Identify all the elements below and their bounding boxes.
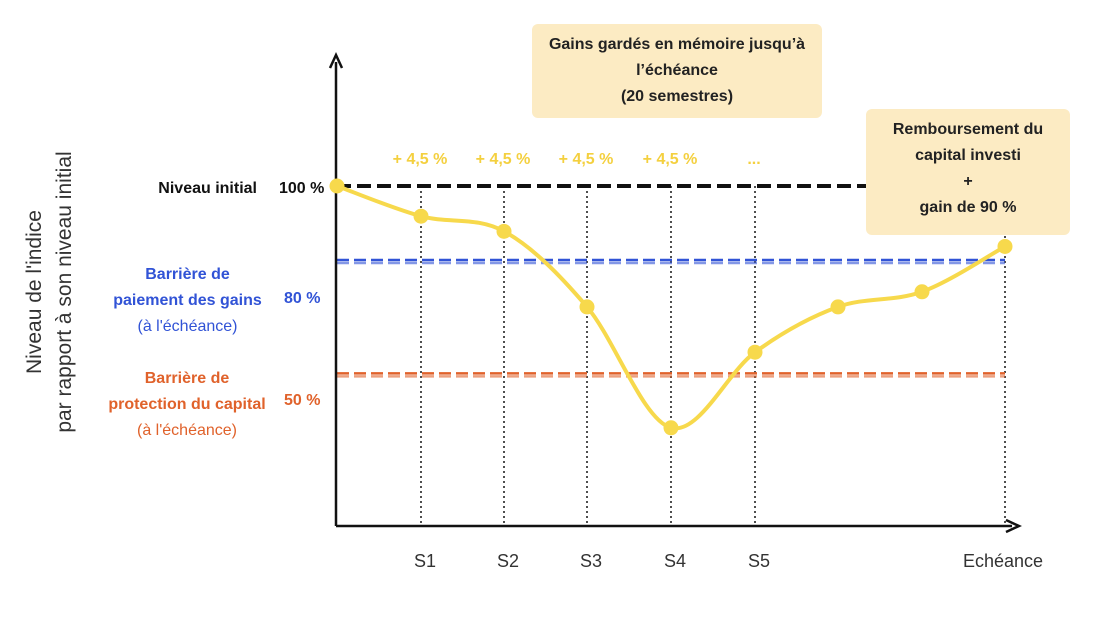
level-label-line: protection du capital	[108, 396, 266, 413]
level-label-line: Niveau initial	[158, 180, 257, 197]
gain-label: + 4,5 %	[392, 151, 448, 168]
annotation-line: l’échéance	[636, 62, 718, 79]
annotation-line: +	[963, 173, 973, 190]
data-point	[413, 208, 429, 224]
data-point	[830, 299, 846, 315]
annotation-line: Gains gardés en mémoire jusqu’à	[548, 36, 806, 53]
level-label-initial: Niveau initial	[158, 176, 257, 202]
y-axis-title-wrap: Niveau de l'indice par rapport à son niv…	[0, 0, 90, 619]
level-label-line: paiement des gains	[113, 292, 262, 309]
memory-annotation-box: Gains gardés en mémoire jusqu’à l’échéan…	[532, 24, 822, 118]
annotation-line: (20 semestres)	[620, 88, 734, 105]
gain-label: + 4,5 %	[642, 151, 698, 168]
annotation-line: capital investi	[915, 147, 1021, 164]
data-point	[329, 178, 345, 194]
maturity-annotation-box: Remboursement du capital investi + gain …	[866, 109, 1070, 235]
gain-label: + 4,5 %	[558, 151, 614, 168]
annotation-line: gain de 90 %	[919, 199, 1017, 216]
gain-label: + 4,5 %	[475, 151, 531, 168]
y-axis-title-line: par rapport à son niveau initial	[53, 151, 76, 433]
gain-label: ...	[747, 151, 761, 168]
level-label-line: Barrière de	[144, 370, 230, 387]
data-point	[496, 223, 512, 239]
level-pct-initial: 100 %	[279, 180, 325, 197]
x-tick-label: S1	[413, 551, 437, 571]
data-point	[747, 344, 763, 360]
x-tick-label: S2	[496, 551, 520, 571]
data-point	[579, 299, 595, 315]
x-tick-label: Echéance	[962, 551, 1044, 571]
y-axis-title: Niveau de l'indice par rapport à son niv…	[20, 151, 80, 432]
data-point	[914, 284, 930, 300]
annotation-line: Remboursement du	[892, 121, 1044, 138]
level-pct-capital-barrier: 50 %	[284, 392, 321, 409]
level-label-gain-barrier: Barrière de paiement des gains (à l'éché…	[100, 262, 275, 340]
level-pct-gain-barrier: 80 %	[284, 290, 321, 307]
level-label-line: (à l'échéance)	[137, 318, 238, 335]
level-label-capital-barrier: Barrière de protection du capital (à l'é…	[97, 366, 277, 444]
data-point	[663, 420, 679, 436]
level-label-line: (à l'échéance)	[137, 422, 237, 439]
x-tick-label: S5	[747, 551, 771, 571]
data-point	[997, 238, 1013, 254]
y-axis-title-line: Niveau de l'indice	[23, 210, 46, 374]
y-axis-arrow-icon	[328, 52, 344, 69]
x-axis-arrow-icon	[1005, 518, 1022, 534]
level-label-line: Barrière de	[145, 266, 230, 283]
x-tick-label: S3	[579, 551, 603, 571]
x-tick-label: S4	[663, 551, 687, 571]
